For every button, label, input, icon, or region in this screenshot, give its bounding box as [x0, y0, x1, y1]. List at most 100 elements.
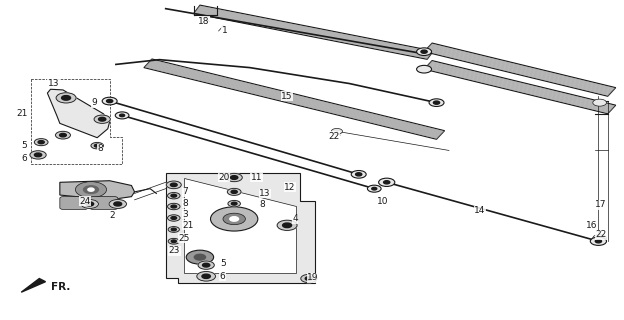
- Circle shape: [56, 93, 76, 103]
- Text: 18: 18: [198, 17, 209, 26]
- Text: 4: 4: [292, 214, 298, 223]
- Polygon shape: [424, 60, 616, 114]
- Text: 22: 22: [329, 132, 340, 140]
- Text: 8: 8: [97, 144, 103, 153]
- Circle shape: [171, 194, 177, 197]
- Circle shape: [56, 131, 71, 139]
- Circle shape: [171, 240, 177, 243]
- Circle shape: [198, 261, 214, 269]
- Text: 20: 20: [218, 173, 230, 182]
- Circle shape: [168, 227, 179, 232]
- Text: 9: 9: [91, 98, 97, 107]
- Circle shape: [368, 185, 381, 192]
- Circle shape: [593, 99, 607, 106]
- Circle shape: [76, 182, 107, 197]
- Circle shape: [277, 220, 297, 230]
- Circle shape: [331, 128, 343, 134]
- Circle shape: [203, 263, 210, 267]
- Circle shape: [60, 133, 66, 137]
- Circle shape: [230, 176, 238, 180]
- Text: 12: 12: [284, 183, 295, 192]
- Circle shape: [34, 153, 42, 157]
- Circle shape: [197, 271, 215, 281]
- Circle shape: [99, 117, 106, 121]
- Polygon shape: [21, 278, 46, 292]
- Circle shape: [226, 173, 242, 182]
- Text: 8: 8: [259, 200, 265, 209]
- Text: 8: 8: [182, 198, 188, 207]
- Circle shape: [305, 277, 313, 280]
- Text: FR.: FR.: [51, 283, 70, 292]
- Circle shape: [417, 65, 432, 73]
- Circle shape: [227, 188, 241, 196]
- Circle shape: [170, 183, 177, 187]
- Circle shape: [167, 181, 181, 189]
- Circle shape: [421, 50, 427, 53]
- Circle shape: [202, 274, 210, 278]
- Text: 15: 15: [281, 92, 293, 101]
- Text: 21: 21: [16, 109, 27, 118]
- Circle shape: [171, 228, 177, 231]
- Circle shape: [194, 254, 205, 260]
- Text: 17: 17: [595, 200, 607, 209]
- Circle shape: [34, 139, 48, 146]
- Circle shape: [62, 96, 71, 100]
- Polygon shape: [47, 89, 110, 138]
- Text: 2: 2: [110, 211, 115, 220]
- Text: 5: 5: [220, 259, 226, 268]
- Circle shape: [356, 173, 362, 176]
- Circle shape: [210, 207, 258, 231]
- Text: 6: 6: [220, 272, 226, 281]
- Circle shape: [30, 151, 46, 159]
- Circle shape: [232, 202, 237, 205]
- Polygon shape: [144, 59, 444, 139]
- Circle shape: [372, 188, 377, 190]
- Text: 22: 22: [595, 230, 607, 239]
- Circle shape: [109, 199, 127, 208]
- Circle shape: [94, 144, 100, 147]
- FancyBboxPatch shape: [60, 197, 88, 209]
- FancyBboxPatch shape: [90, 197, 118, 209]
- Circle shape: [384, 181, 390, 184]
- Circle shape: [186, 250, 213, 264]
- Circle shape: [81, 199, 99, 208]
- Circle shape: [230, 217, 238, 221]
- Circle shape: [38, 140, 44, 144]
- Text: 21: 21: [182, 221, 194, 230]
- Polygon shape: [424, 43, 616, 96]
- Circle shape: [168, 193, 180, 199]
- Polygon shape: [166, 173, 315, 283]
- Circle shape: [379, 178, 395, 187]
- Circle shape: [168, 215, 180, 221]
- Text: 6: 6: [22, 154, 27, 163]
- Circle shape: [351, 171, 366, 178]
- Text: 7: 7: [182, 188, 188, 196]
- Polygon shape: [60, 181, 135, 200]
- Text: 3: 3: [182, 210, 188, 219]
- Circle shape: [86, 202, 94, 206]
- Text: 16: 16: [586, 221, 597, 230]
- Circle shape: [434, 101, 440, 104]
- Polygon shape: [193, 5, 434, 59]
- Circle shape: [84, 186, 99, 194]
- Circle shape: [120, 114, 125, 117]
- Text: 5: 5: [22, 141, 27, 150]
- Circle shape: [595, 240, 602, 243]
- Circle shape: [429, 99, 444, 107]
- Text: 23: 23: [169, 246, 180, 255]
- Circle shape: [168, 238, 179, 244]
- Circle shape: [593, 235, 607, 242]
- Circle shape: [115, 112, 129, 119]
- Polygon shape: [184, 178, 296, 273]
- Circle shape: [231, 190, 237, 193]
- Text: 13: 13: [259, 189, 271, 198]
- Text: 24: 24: [80, 197, 91, 206]
- Circle shape: [228, 200, 240, 207]
- Circle shape: [91, 142, 104, 149]
- Circle shape: [283, 223, 291, 228]
- Text: 25: 25: [178, 234, 190, 243]
- Circle shape: [171, 205, 177, 208]
- Circle shape: [301, 274, 317, 283]
- Circle shape: [88, 188, 94, 191]
- Circle shape: [417, 48, 432, 55]
